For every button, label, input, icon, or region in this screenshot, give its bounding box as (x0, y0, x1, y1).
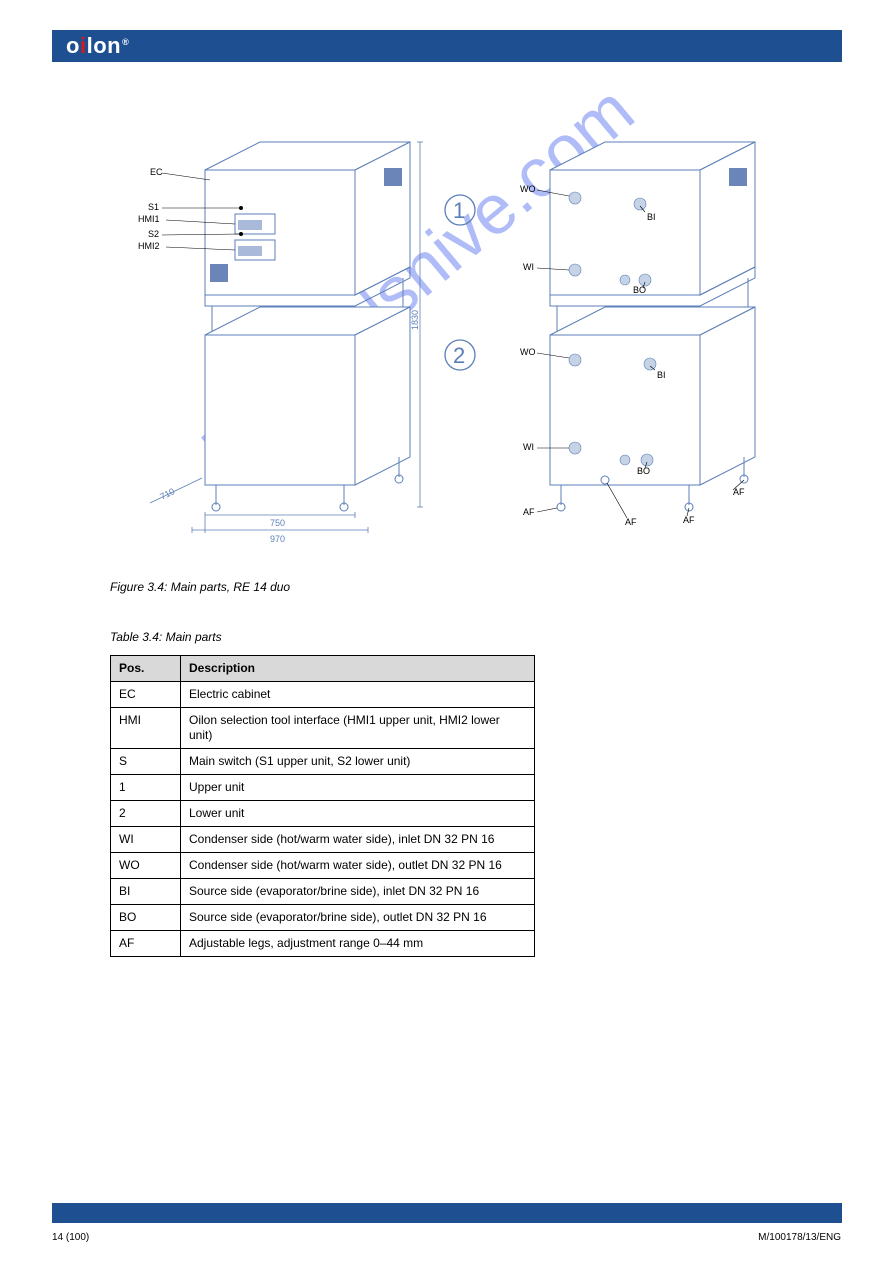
label-AF-1: AF (523, 507, 535, 517)
table-row: 1Upper unit (111, 775, 535, 801)
table-row: WICondenser side (hot/warm water side), … (111, 827, 535, 853)
circle-2: 2 (453, 343, 465, 368)
label-WI-1: WI (523, 262, 534, 272)
table-header-row: Pos. Description (111, 656, 535, 682)
label-HMI1: HMI1 (138, 214, 160, 224)
logo-o: o (66, 33, 80, 58)
label-BO-2: BO (637, 466, 650, 476)
table-row: HMIOilon selection tool interface (HMI1 … (111, 708, 535, 749)
logo-reg: ® (122, 37, 129, 47)
dim-height: 1830 (410, 310, 420, 330)
table-row: BOSource side (evaporator/brine side), o… (111, 905, 535, 931)
label-BI-1: BI (647, 212, 656, 222)
label-S2: S2 (148, 229, 159, 239)
circle-1: 1 (453, 198, 465, 223)
label-BI-2: BI (657, 370, 666, 380)
label-HMI2: HMI2 (138, 241, 160, 251)
label-BO-1: BO (633, 285, 646, 295)
parts-table: Pos. Description ECElectric cabinet HMIO… (110, 655, 535, 957)
table-row: 2Lower unit (111, 801, 535, 827)
dim-depth: 710 (158, 486, 176, 502)
dim-w-inner: 750 (270, 518, 285, 528)
label-WI-2: WI (523, 442, 534, 452)
table-row: WOCondenser side (hot/warm water side), … (111, 853, 535, 879)
label-EC: EC (150, 167, 163, 177)
label-AF-2: AF (625, 517, 637, 527)
footer-bar (52, 1203, 842, 1223)
dim-w-outer: 970 (270, 534, 285, 544)
col-pos: Pos. (111, 656, 181, 682)
logo-dot: i (80, 33, 87, 58)
table-row: SMain switch (S1 upper unit, S2 lower un… (111, 749, 535, 775)
technical-diagram: EC S1 HMI1 S2 HMI2 1830 750 970 710 1 2 (120, 130, 770, 560)
label-AF-4: AF (683, 515, 695, 525)
table-caption: Table 3.4: Main parts (110, 630, 222, 644)
page-number: 14 (100) (52, 1232, 89, 1243)
figure-caption: Figure 3.4: Main parts, RE 14 duo (110, 580, 290, 594)
table-row: AFAdjustable legs, adjustment range 0–44… (111, 931, 535, 957)
label-S1: S1 (148, 202, 159, 212)
doc-id: M/100178/13/ENG (758, 1232, 841, 1243)
table-row: BISource side (evaporator/brine side), i… (111, 879, 535, 905)
label-WO-2: WO (520, 347, 536, 357)
logo: oilon® (66, 33, 129, 59)
label-WO-1: WO (520, 184, 536, 194)
logo-rest: lon (87, 33, 122, 58)
header-bar: oilon® (52, 30, 842, 62)
table-row: ECElectric cabinet (111, 682, 535, 708)
col-desc: Description (181, 656, 535, 682)
